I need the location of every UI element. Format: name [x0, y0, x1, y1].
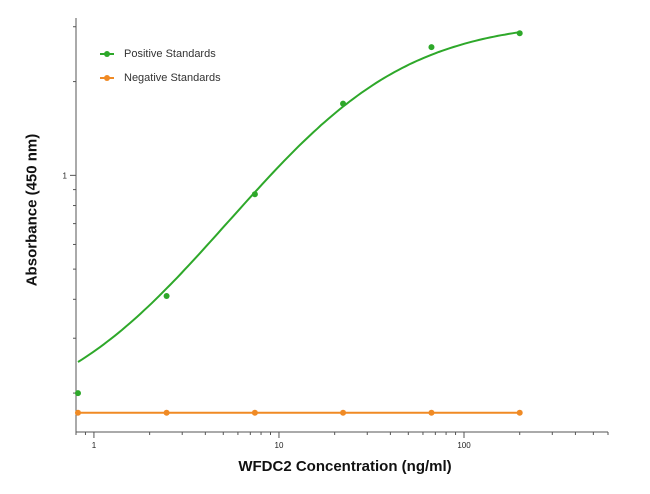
- series-0: [74, 30, 523, 397]
- legend-label-negative: Negative Standards: [124, 72, 221, 84]
- data-point: [516, 409, 523, 416]
- axes: 1 10 100 1: [63, 18, 609, 450]
- data-point: [340, 409, 347, 416]
- series-layer: [74, 30, 523, 416]
- data-point: [251, 191, 258, 198]
- data-point: [428, 44, 435, 51]
- data-point: [251, 409, 258, 416]
- x-tick-label: 10: [275, 441, 284, 450]
- legend-dot-positive: [104, 51, 110, 57]
- legend-swatch-negative: [100, 73, 114, 83]
- data-point: [163, 292, 170, 299]
- data-point: [74, 409, 81, 416]
- data-point: [428, 409, 435, 416]
- data-point: [74, 390, 81, 397]
- legend-dot-negative: [104, 75, 110, 81]
- data-point: [163, 409, 170, 416]
- legend: Positive Standards Negative Standards: [100, 42, 221, 90]
- legend-label-positive: Positive Standards: [124, 48, 216, 60]
- legend-item-positive: Positive Standards: [100, 42, 221, 66]
- y-tick-label: 1: [63, 171, 68, 180]
- data-point: [516, 30, 523, 37]
- x-axis-title: WFDC2 Concentration (ng/ml): [238, 458, 452, 475]
- legend-swatch-positive: [100, 49, 114, 59]
- y-axis-title: Absorbance (450 nm): [23, 133, 41, 287]
- data-point: [340, 100, 347, 107]
- legend-item-negative: Negative Standards: [100, 66, 221, 90]
- x-tick-label: 100: [457, 441, 471, 450]
- series-1: [74, 409, 523, 416]
- series-line-0: [77, 31, 520, 363]
- x-tick-label: 1: [92, 441, 97, 450]
